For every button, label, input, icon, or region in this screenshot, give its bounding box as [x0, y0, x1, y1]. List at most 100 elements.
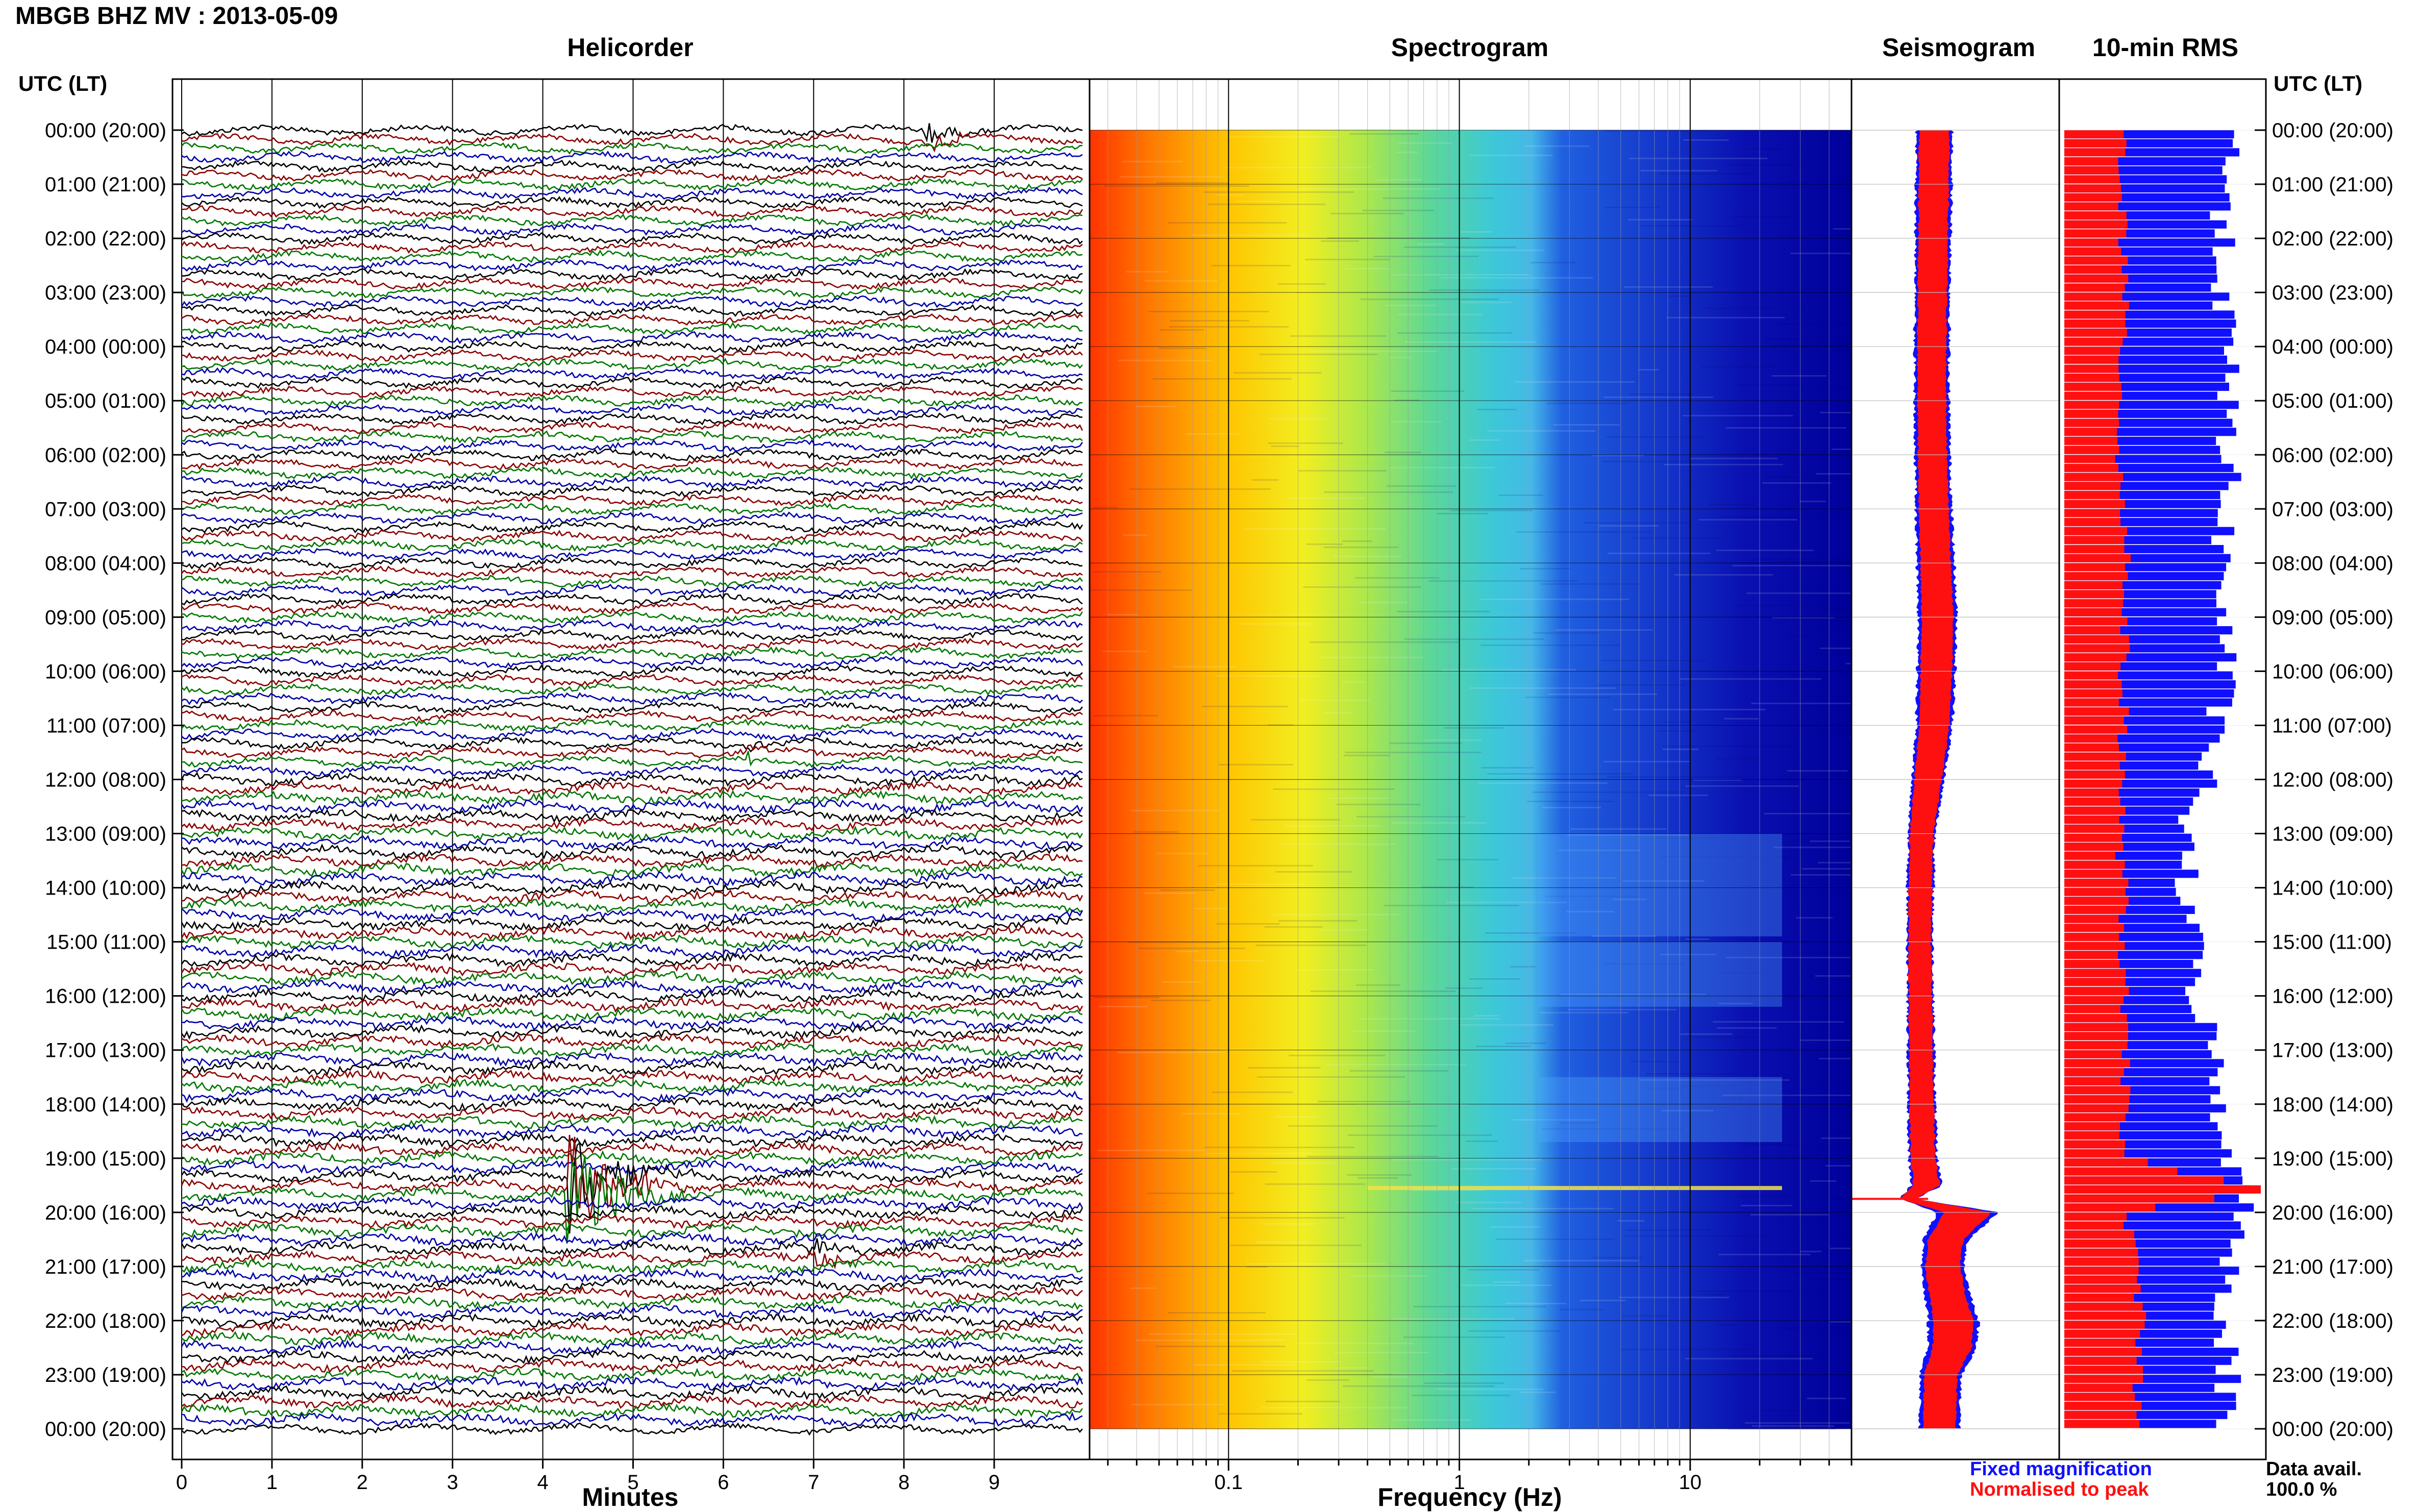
spectrogram-texture: [1162, 981, 1202, 983]
spectrogram-texture: [1546, 403, 1629, 404]
rms-normalised-bar: [2064, 148, 2126, 157]
helicorder-trace: [181, 1403, 1083, 1418]
rms-normalised-bar: [2064, 1275, 2137, 1284]
spectrogram-texture: [1592, 1257, 1643, 1258]
spectrogram-texture: [1639, 1079, 1790, 1081]
time-label-left: 23:00 (19:00): [45, 1364, 166, 1386]
spectrogram-texture: [1469, 978, 1520, 980]
rms-normalised-bar: [2064, 1176, 2224, 1185]
spectrogram-texture: [1845, 690, 1852, 692]
helicorder-trace: [181, 421, 1083, 434]
rms-normalised-bar: [2064, 617, 2128, 626]
spectrogram-texture: [1358, 602, 1407, 603]
helicorder-trace: [181, 898, 1083, 914]
data-availability-value: 100.0 %: [2266, 1479, 2337, 1500]
helicorder-trace: [181, 1078, 1083, 1094]
spectrogram-texture: [1192, 234, 1306, 236]
helicorder-trace: [181, 530, 1083, 542]
spectrogram-event-band: [1367, 1186, 1782, 1191]
spectrogram-texture: [1718, 972, 1768, 974]
spectrogram-texture: [1384, 905, 1519, 906]
spectrogram-texture: [1194, 960, 1265, 961]
time-label-left: 09:00 (05:00): [45, 606, 166, 629]
helicorder-trace: [181, 871, 1083, 887]
helicorder-trace: [181, 646, 1083, 660]
spectrogram-texture: [1662, 749, 1699, 750]
spectrogram-texture: [1289, 1055, 1386, 1056]
helicorder-trace: [181, 123, 1083, 143]
spectrogram-texture: [1385, 452, 1421, 453]
helicorder-trace: [181, 1060, 1083, 1076]
rms-normalised-bar: [2064, 274, 2129, 283]
spectrogram-texture: [1495, 1238, 1615, 1240]
spectrogram-texture: [1090, 589, 1192, 591]
rms-normalised-bar: [2064, 175, 2120, 184]
rms-normalised-bar: [2064, 878, 2129, 887]
rms-normalised-bar: [2064, 969, 2126, 977]
rms-normalised-bar: [2064, 707, 2129, 716]
spectrogram-texture: [1264, 926, 1323, 928]
rms-normalised-bar: [2064, 1339, 2136, 1347]
rms-normalised-bar: [2064, 374, 2120, 382]
rms-normalised-bar: [2064, 1266, 2139, 1275]
spectrogram-texture: [1505, 1303, 1567, 1304]
rms-normalised-bar: [2064, 1203, 2156, 1212]
helicorder-trace: [181, 340, 1083, 353]
rms-normalised-bar: [2064, 1212, 2127, 1221]
rms-normalised-bar: [2064, 490, 2120, 500]
rms-normalised-bar: [2064, 211, 2127, 220]
spectrogram-texture: [1403, 1336, 1505, 1338]
time-label-left: 10:00 (06:00): [45, 660, 166, 683]
spectrogram-texture: [1469, 687, 1616, 689]
spectrogram-texture: [1123, 534, 1147, 536]
spectrogram-texture: [1219, 764, 1294, 765]
rms-normalised-bar: [2064, 1284, 2141, 1293]
spectrogram-texture: [1118, 360, 1212, 361]
spectrogram-texture: [1831, 449, 1852, 450]
time-label-right: 23:00 (19:00): [2272, 1364, 2393, 1386]
spectrogram-texture: [1826, 1131, 1852, 1133]
spectrogram-texture: [1390, 274, 1530, 276]
rms-normalised-bar: [2064, 166, 2119, 175]
spectrogram-texture: [1613, 709, 1766, 710]
spectrogram-texture: [1737, 1196, 1789, 1197]
rms-normalised-bar: [2064, 1032, 2128, 1040]
helicorder-trace: [182, 737, 1083, 753]
spectrogram-texture: [1838, 672, 1852, 674]
spectrogram-texture: [1233, 372, 1322, 374]
rms-normalised-bar: [2064, 851, 2115, 860]
helicorder-trace: [181, 1349, 1083, 1365]
helicorder-trace: [181, 1033, 1083, 1049]
spectrogram-texture: [1148, 311, 1269, 312]
helicorder-trace: [181, 889, 1083, 904]
spectrogram-texture: [1265, 1401, 1340, 1402]
helicorder-trace: [181, 556, 1083, 569]
spectrogram-texture: [1196, 1049, 1281, 1050]
rms-normalised-bar: [2064, 1131, 2119, 1139]
rms-normalised-bar: [2064, 1221, 2124, 1230]
spectrogram-noise-band: [1538, 833, 1782, 937]
spectrogram-texture: [1775, 323, 1852, 325]
rms-normalised-bar: [2064, 1158, 2148, 1167]
helicorder-trace: [181, 602, 1083, 615]
helicorder-trace: [181, 1295, 1083, 1310]
spectrogram-texture: [1310, 990, 1456, 992]
spectrogram-texture: [1751, 703, 1852, 704]
spectrogram-texture: [1600, 660, 1707, 661]
spectrogram-texture: [1735, 605, 1852, 606]
spectrogram-texture: [1337, 1367, 1367, 1369]
time-label-right: 07:00 (03:00): [2272, 498, 2393, 520]
time-axis-label-left: UTC (LT): [18, 71, 108, 95]
spectrogram-texture: [1533, 632, 1599, 634]
spectrogram-texture: [1329, 798, 1390, 799]
spectrogram-texture: [1693, 779, 1742, 781]
time-label-right: 01:00 (21:00): [2272, 173, 2393, 196]
spectrogram-texture: [1716, 550, 1814, 551]
spectrogram-texture: [1194, 908, 1228, 909]
spectrogram-texture: [1498, 494, 1543, 496]
spectrogram-texture: [1306, 1156, 1439, 1157]
helicorder-x-tick-label: 7: [808, 1471, 819, 1494]
spectrogram-texture: [1820, 648, 1852, 649]
spectrogram-texture: [1617, 1220, 1644, 1222]
spectrogram-texture: [1391, 421, 1442, 423]
